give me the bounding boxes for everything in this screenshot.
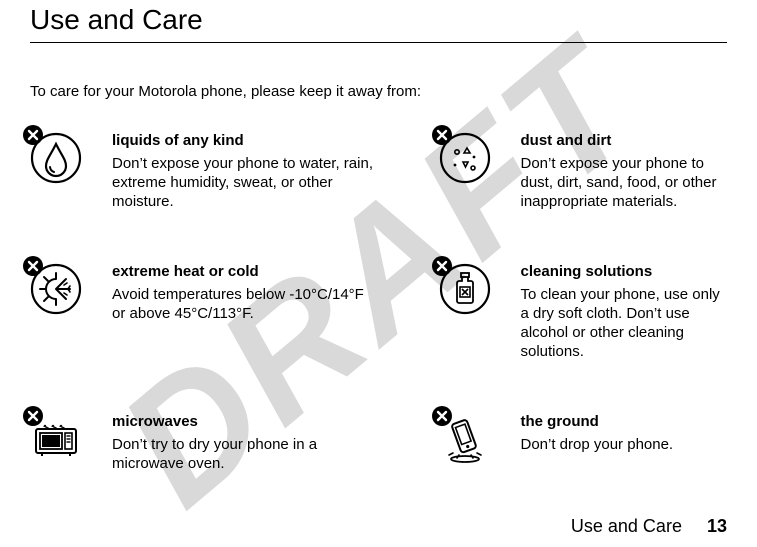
item-title: dust and dirt [521,132,728,149]
x-badge-icon [431,124,453,146]
x-badge-icon [22,405,44,427]
item-body: To clean your phone, use only a dry soft… [521,286,728,361]
item-title: liquids of any kind [112,132,379,149]
care-item-heat: extreme heat or cold Avoid temperatures … [30,263,379,361]
item-body: Don’t drop your phone. [521,436,728,455]
item-body: Don’t expose your phone to water, rain, … [112,155,379,211]
item-body: Don’t expose your phone to dust, dirt, s… [521,155,728,211]
care-item-microwave: microwaves Don’t try to dry your phone i… [30,413,379,474]
care-item-ground: the ground Don’t drop your phone. [379,413,728,474]
care-item-liquids: liquids of any kind Don’t expose your ph… [30,132,379,211]
item-title: extreme heat or cold [112,263,379,280]
x-badge-icon [431,255,453,277]
care-item-dust: dust and dirt Don’t expose your phone to… [379,132,728,211]
item-title: microwaves [112,413,379,430]
intro-text: To care for your Motorola phone, please … [30,83,727,100]
item-title: cleaning solutions [521,263,728,280]
care-item-cleaning: cleaning solutions To clean your phone, … [379,263,728,361]
item-body: Don’t try to dry your phone in a microwa… [112,436,379,474]
x-badge-icon [431,405,453,427]
x-badge-icon [22,255,44,277]
item-title: the ground [521,413,728,430]
care-grid: liquids of any kind Don’t expose your ph… [30,132,727,526]
item-body: Avoid temperatures below -10°C/14°F or a… [112,286,379,324]
page-title: Use and Care [30,0,727,43]
x-badge-icon [22,124,44,146]
